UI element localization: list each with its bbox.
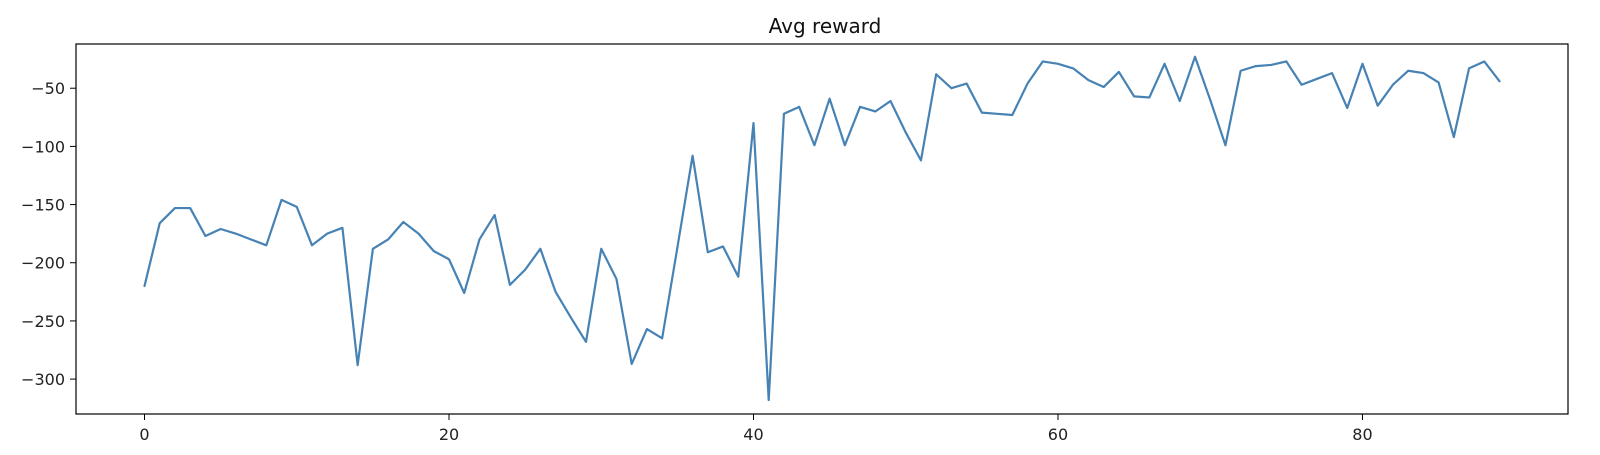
series-line-0 [143,55,1501,402]
chart-title: Avg reward [769,14,882,38]
y-tick-label: −100 [21,137,65,156]
y-tick-label: −50 [31,79,65,98]
x-tick-label: 80 [1352,425,1372,444]
y-tick-label: −200 [21,254,65,273]
plot-frame [75,43,1569,415]
x-axis: 0 20 40 60 80 [139,414,1373,444]
y-tick-label: −250 [21,312,65,331]
y-axis: −300 −250 −200 −150 −100 −50 [21,79,76,389]
x-tick-label: 20 [439,425,459,444]
series-layer [143,55,1501,402]
y-tick-label: −300 [21,370,65,389]
x-tick-label: 0 [139,425,149,444]
x-tick-label: 40 [743,425,763,444]
x-tick-label: 60 [1048,425,1068,444]
y-tick-label: −150 [21,196,65,215]
